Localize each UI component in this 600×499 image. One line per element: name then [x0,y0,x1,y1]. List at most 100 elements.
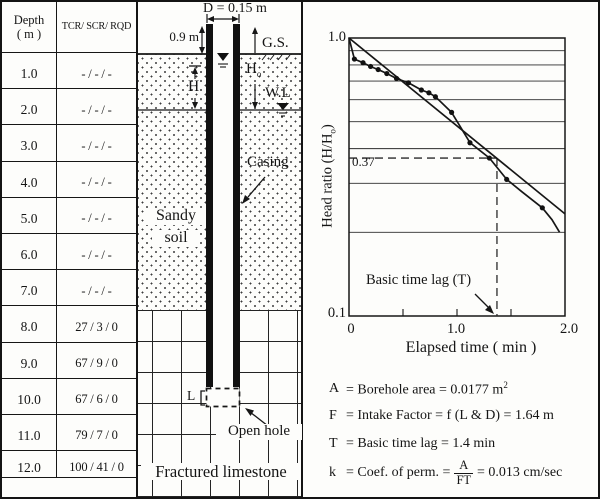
h0-arrowhead-up [252,27,258,34]
depth-cell: 4.0 [2,161,57,197]
data-point [375,66,381,73]
casing-callout-line [247,176,266,198]
tcr-scr-rqd-cell: 67 / 9 / 0 [75,356,118,371]
tcr-scr-rqd-cell: 79 / 7 / 0 [75,428,118,443]
formula-borehole-area: A = Borehole area = 0.0177 m2 [329,380,508,398]
borehole-diagram-linework [138,14,303,427]
soil-label-line2: soil [152,229,200,247]
water-level-label: W.L [265,85,291,101]
data-point [418,87,424,93]
table-header: Depth ( m ) TCR/ SCR/ RQD [2,2,136,53]
fraction-a-over-ft: A FT [454,458,474,487]
ground-surface-label: G.S. [262,35,289,51]
head-ratio-chart: 1.0 0.1 0 1.0 2.0 Elapsed time ( min ) H… [303,2,598,497]
y-axis-top-label: 1.0 [327,29,346,45]
table-row: 4.0 - / - / - [2,161,136,198]
fit-line [348,37,566,215]
x-axis-title: Elapsed time ( min ) [405,339,537,356]
h-arrowhead-up [192,67,198,74]
table-row: 2.0 - / - / - [2,89,136,126]
depth-cell: 10.0 [2,378,57,414]
depth-cell: 7.0 [2,270,57,306]
h0-label: Ho [246,61,262,79]
data-point [467,140,473,146]
open-hole-dashed-box [205,387,241,408]
borehole-diagram: D = 0.15 m 0.9 m G.S. Ho H W.L Casing Sa… [138,2,303,497]
rock-name-label: Fractured limestone [141,463,301,480]
table-body: 1.0 - / - / - 2.0 - / - / - 3.0 - / - / - 4.0 -… [2,53,136,479]
data-point [432,94,438,100]
table-row: 5.0 - / - / - [2,197,136,234]
data-point [426,90,432,96]
stickup-arrowhead-down [199,47,205,54]
guide-value-label: 0.37 [352,154,375,169]
data-point [504,176,510,183]
table-row: 1.0 - / - / - [2,53,136,90]
data-point [393,75,400,82]
depth-header-line1: Depth [13,12,45,27]
data-point [384,70,390,77]
formula-basic-time-lag: T = Basic time lag = 1.4 min [329,436,496,451]
stickup-arrowhead-up [199,26,205,33]
observed-curve [348,37,561,233]
open-hole-callout-arrowhead [245,408,254,416]
casing-right-wall [233,24,240,387]
formula-permeability: k = Coef. of perm. = A FT = 0.013 cm/sec [329,458,563,487]
h-label: H [188,78,200,95]
open-hole-length-bracket [200,390,205,406]
tcr-scr-rqd-cell: - / - / - [81,66,112,81]
y-axis-title: Head ratio (H/Ho) [319,124,338,228]
data-point [360,60,366,66]
basic-time-lag-annotation: Basic time lag (T) [366,272,472,288]
open-hole-label: Open hole [216,423,302,440]
h-arrowhead-down [192,102,198,109]
table-row: 7.0 - / - / - [2,270,136,307]
x-tick-0: 0 [347,321,355,337]
data-point [449,109,455,115]
tcr-scr-rqd-cell: - / - / - [81,211,112,226]
stickup-label: 0.9 m [169,29,199,44]
annotation-arrow-line [474,293,490,309]
data-point [351,56,357,62]
depth-cell: 6.0 [2,233,57,270]
table-row: 12.0 100 / 41 / 0 [2,451,136,479]
depth-cell: 3.0 [2,125,57,161]
open-hole-callout-line [249,411,269,427]
depth-cell: 2.0 [2,89,57,125]
h0-arrowhead-down [252,102,258,109]
x-tick-1: 1.0 [446,321,466,337]
data-point [368,63,374,70]
table-row: 8.0 27 / 3 / 0 [2,306,136,343]
depth-cell: 11.0 [2,414,57,451]
x-tick-2: 2.0 [559,321,579,337]
tcr-scr-rqd-cell: - / - / - [81,247,112,262]
formula-intake-factor: F = Intake Factor = f (L & D) = 1.64 m [329,408,554,423]
diameter-arrowhead-right [232,16,239,22]
diameter-arrowhead-left [207,16,214,22]
depth-cell: 5.0 [2,197,57,233]
depth-cell: 12.0 [2,451,57,478]
casing-label: Casing [247,154,289,170]
soil-label-line1: Sandy [146,207,206,225]
tcr-scr-rqd-cell: - / - / - [81,283,112,298]
tcr-scr-rqd-header-cell: TCR/ SCR/ RQD [61,21,132,33]
table-row: 9.0 67 / 9 / 0 [2,342,136,379]
ground-hatch-marks [261,54,291,61]
tcr-scr-rqd-cell: 27 / 3 / 0 [75,319,118,334]
depth-cell: 9.0 [2,342,57,378]
open-hole-length-label: L [187,388,196,403]
table-row: 10.0 67 / 6 / 0 [2,378,136,415]
table-row: 11.0 79 / 7 / 0 [2,414,136,452]
water-table-triangle [277,103,289,110]
casing-water-level-triangle [217,53,229,61]
core-log-table: Depth ( m ) TCR/ SCR/ RQD 1.0- / - / -2.… [2,2,138,497]
data-point [539,205,545,211]
table-row: 6.0 - / - / - [2,233,136,271]
tcr-scr-rqd-cell: 100 / 41 / 0 [69,460,124,475]
diameter-dimension [206,14,240,23]
tcr-scr-rqd-cell: - / - / - [81,138,112,153]
casing-left-wall [206,24,213,387]
chart-plot-area [348,37,566,317]
y-axis-bottom-label: 0.1 [327,305,346,321]
